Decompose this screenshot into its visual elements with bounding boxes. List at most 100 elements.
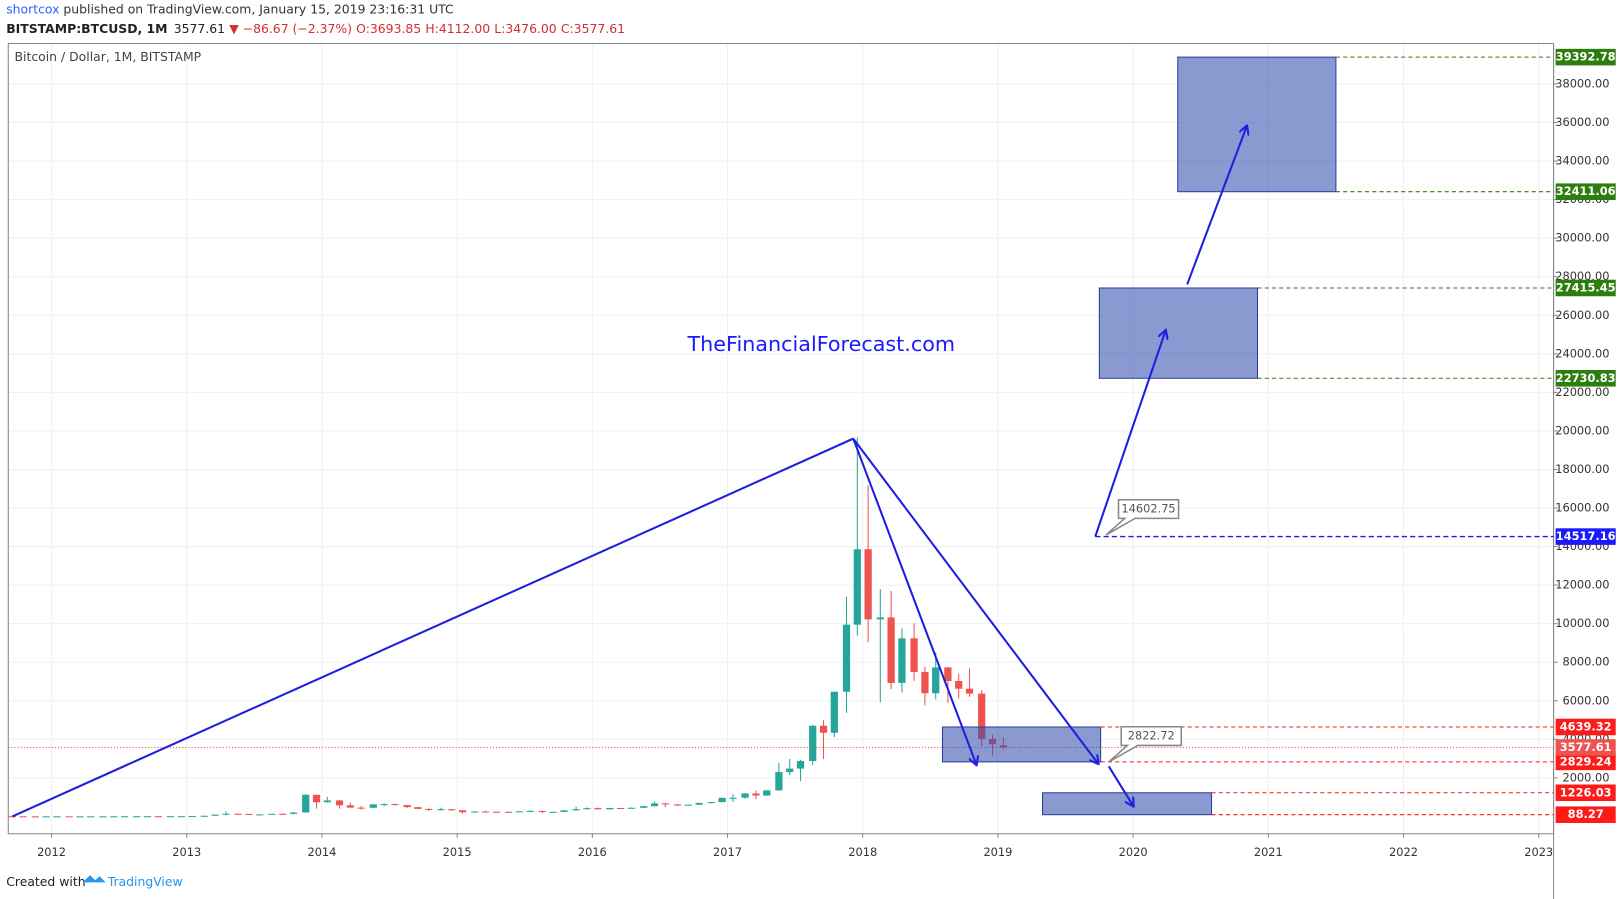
candle-body [425, 808, 433, 810]
candle-body [752, 793, 760, 796]
candle-body [403, 805, 411, 808]
candle-body [650, 803, 659, 807]
candle-body [504, 811, 513, 813]
ohlc-low: L:3476.00 [494, 21, 557, 36]
price-badge-label: 88.27 [1568, 807, 1604, 821]
candle-body [978, 693, 986, 739]
candle-body [617, 807, 625, 810]
change: ▼ −86.67 (−2.37%) [229, 21, 352, 36]
candle-body [583, 808, 591, 810]
y-tick-label: 18000.00 [1555, 462, 1609, 476]
brand[interactable]: TradingView [107, 874, 183, 889]
candle-body [448, 809, 456, 811]
y-tick-label: 10000.00 [1555, 616, 1609, 630]
x-tick-label: 2018 [848, 845, 877, 859]
candle-body [391, 804, 399, 806]
candle-body [323, 800, 331, 803]
x-tick-label: 2016 [578, 845, 607, 859]
candle-body [809, 725, 817, 761]
candle-body [775, 772, 783, 791]
zone-box [941, 726, 1102, 763]
price-badge [1555, 183, 1616, 200]
price-badge [1555, 48, 1616, 66]
watermark: TheFinancialForecast.com [687, 332, 956, 356]
price-badge [1555, 528, 1616, 545]
candle-body [898, 638, 906, 683]
candle-body [437, 809, 445, 811]
ohlc-open: O:3693.85 [356, 21, 421, 36]
brand-logo [82, 875, 106, 883]
candle-body [279, 813, 287, 815]
zone-box [1177, 56, 1337, 193]
candle-body [380, 804, 388, 806]
x-tick-label: 2021 [1254, 845, 1283, 859]
ohlc-close: C:3577.61 [561, 21, 625, 36]
y-tick-label: 12000.00 [1555, 578, 1609, 592]
price-badge [1555, 784, 1616, 802]
y-tick-label: 30000.00 [1555, 231, 1609, 245]
y-tick-label: 38000.00 [1555, 76, 1609, 90]
candle-body [606, 807, 614, 810]
arrow [852, 438, 1098, 764]
candle-body [177, 816, 185, 818]
price-badge-label: 2829.24 [1560, 754, 1612, 768]
candle-body [763, 790, 771, 796]
candle-body [8, 816, 16, 818]
price-badge [1555, 718, 1616, 736]
candle-body [796, 760, 805, 769]
x-tick-label: 2023 [1524, 845, 1553, 859]
candle-body [302, 794, 310, 813]
price-badge [1555, 753, 1616, 771]
arrow [852, 438, 976, 765]
candle-body [222, 813, 230, 815]
y-tick-label: 34000.00 [1555, 154, 1609, 168]
candle-body [538, 810, 546, 812]
y-tick-label: 36000.00 [1555, 115, 1609, 129]
candle-body [76, 816, 84, 818]
y-tick-label: 8000.00 [1562, 655, 1609, 669]
ohlc-high: H:4112.00 [425, 21, 490, 36]
x-tick-label: 2017 [713, 845, 742, 859]
candle-body [526, 810, 534, 812]
candle-body [887, 617, 895, 683]
candle-body [53, 816, 61, 818]
candle-body [245, 813, 253, 815]
candle-body [458, 810, 467, 813]
candle-body [955, 681, 963, 689]
arrow [1186, 126, 1246, 285]
x-tick-label: 2020 [1119, 845, 1148, 859]
candle-body [335, 800, 344, 806]
candle-body [200, 815, 208, 817]
price-badge [1555, 369, 1616, 387]
candle-body [741, 793, 749, 798]
candle-body [673, 804, 682, 806]
candle-body [166, 816, 175, 818]
arrow [1094, 331, 1165, 537]
candle-body [312, 794, 321, 803]
price-badge-label: 27415.45 [1556, 280, 1616, 294]
candle-body [492, 811, 500, 813]
candle-body [120, 816, 129, 818]
x-tick-label: 2015 [443, 845, 472, 859]
candle-body [718, 797, 726, 803]
candle-body [707, 802, 715, 804]
y-tick-label: 22000.00 [1555, 385, 1609, 399]
candle-body [99, 816, 107, 818]
candle-body [729, 797, 737, 799]
price-badge-label: 3577.61 [1560, 740, 1612, 754]
candle-body [627, 807, 636, 809]
callout-label: 14602.75 [1121, 502, 1175, 516]
arrow [11, 437, 854, 818]
price-badge-label: 32411.06 [1556, 184, 1616, 198]
candle-body [289, 812, 298, 814]
x-tick-label: 2012 [37, 845, 66, 859]
price-badge [1555, 279, 1616, 297]
author[interactable]: shortcox [6, 1, 59, 16]
y-tick-label: 2000.00 [1562, 770, 1609, 784]
candle-body [515, 811, 523, 813]
candle-body [572, 809, 580, 811]
candle-body [346, 805, 354, 808]
header-line-2: BITSTAMP:BTCUSD, 1M 3577.61 ▼ −86.67 (−2.3… [6, 21, 625, 36]
price-badge [1555, 739, 1616, 756]
